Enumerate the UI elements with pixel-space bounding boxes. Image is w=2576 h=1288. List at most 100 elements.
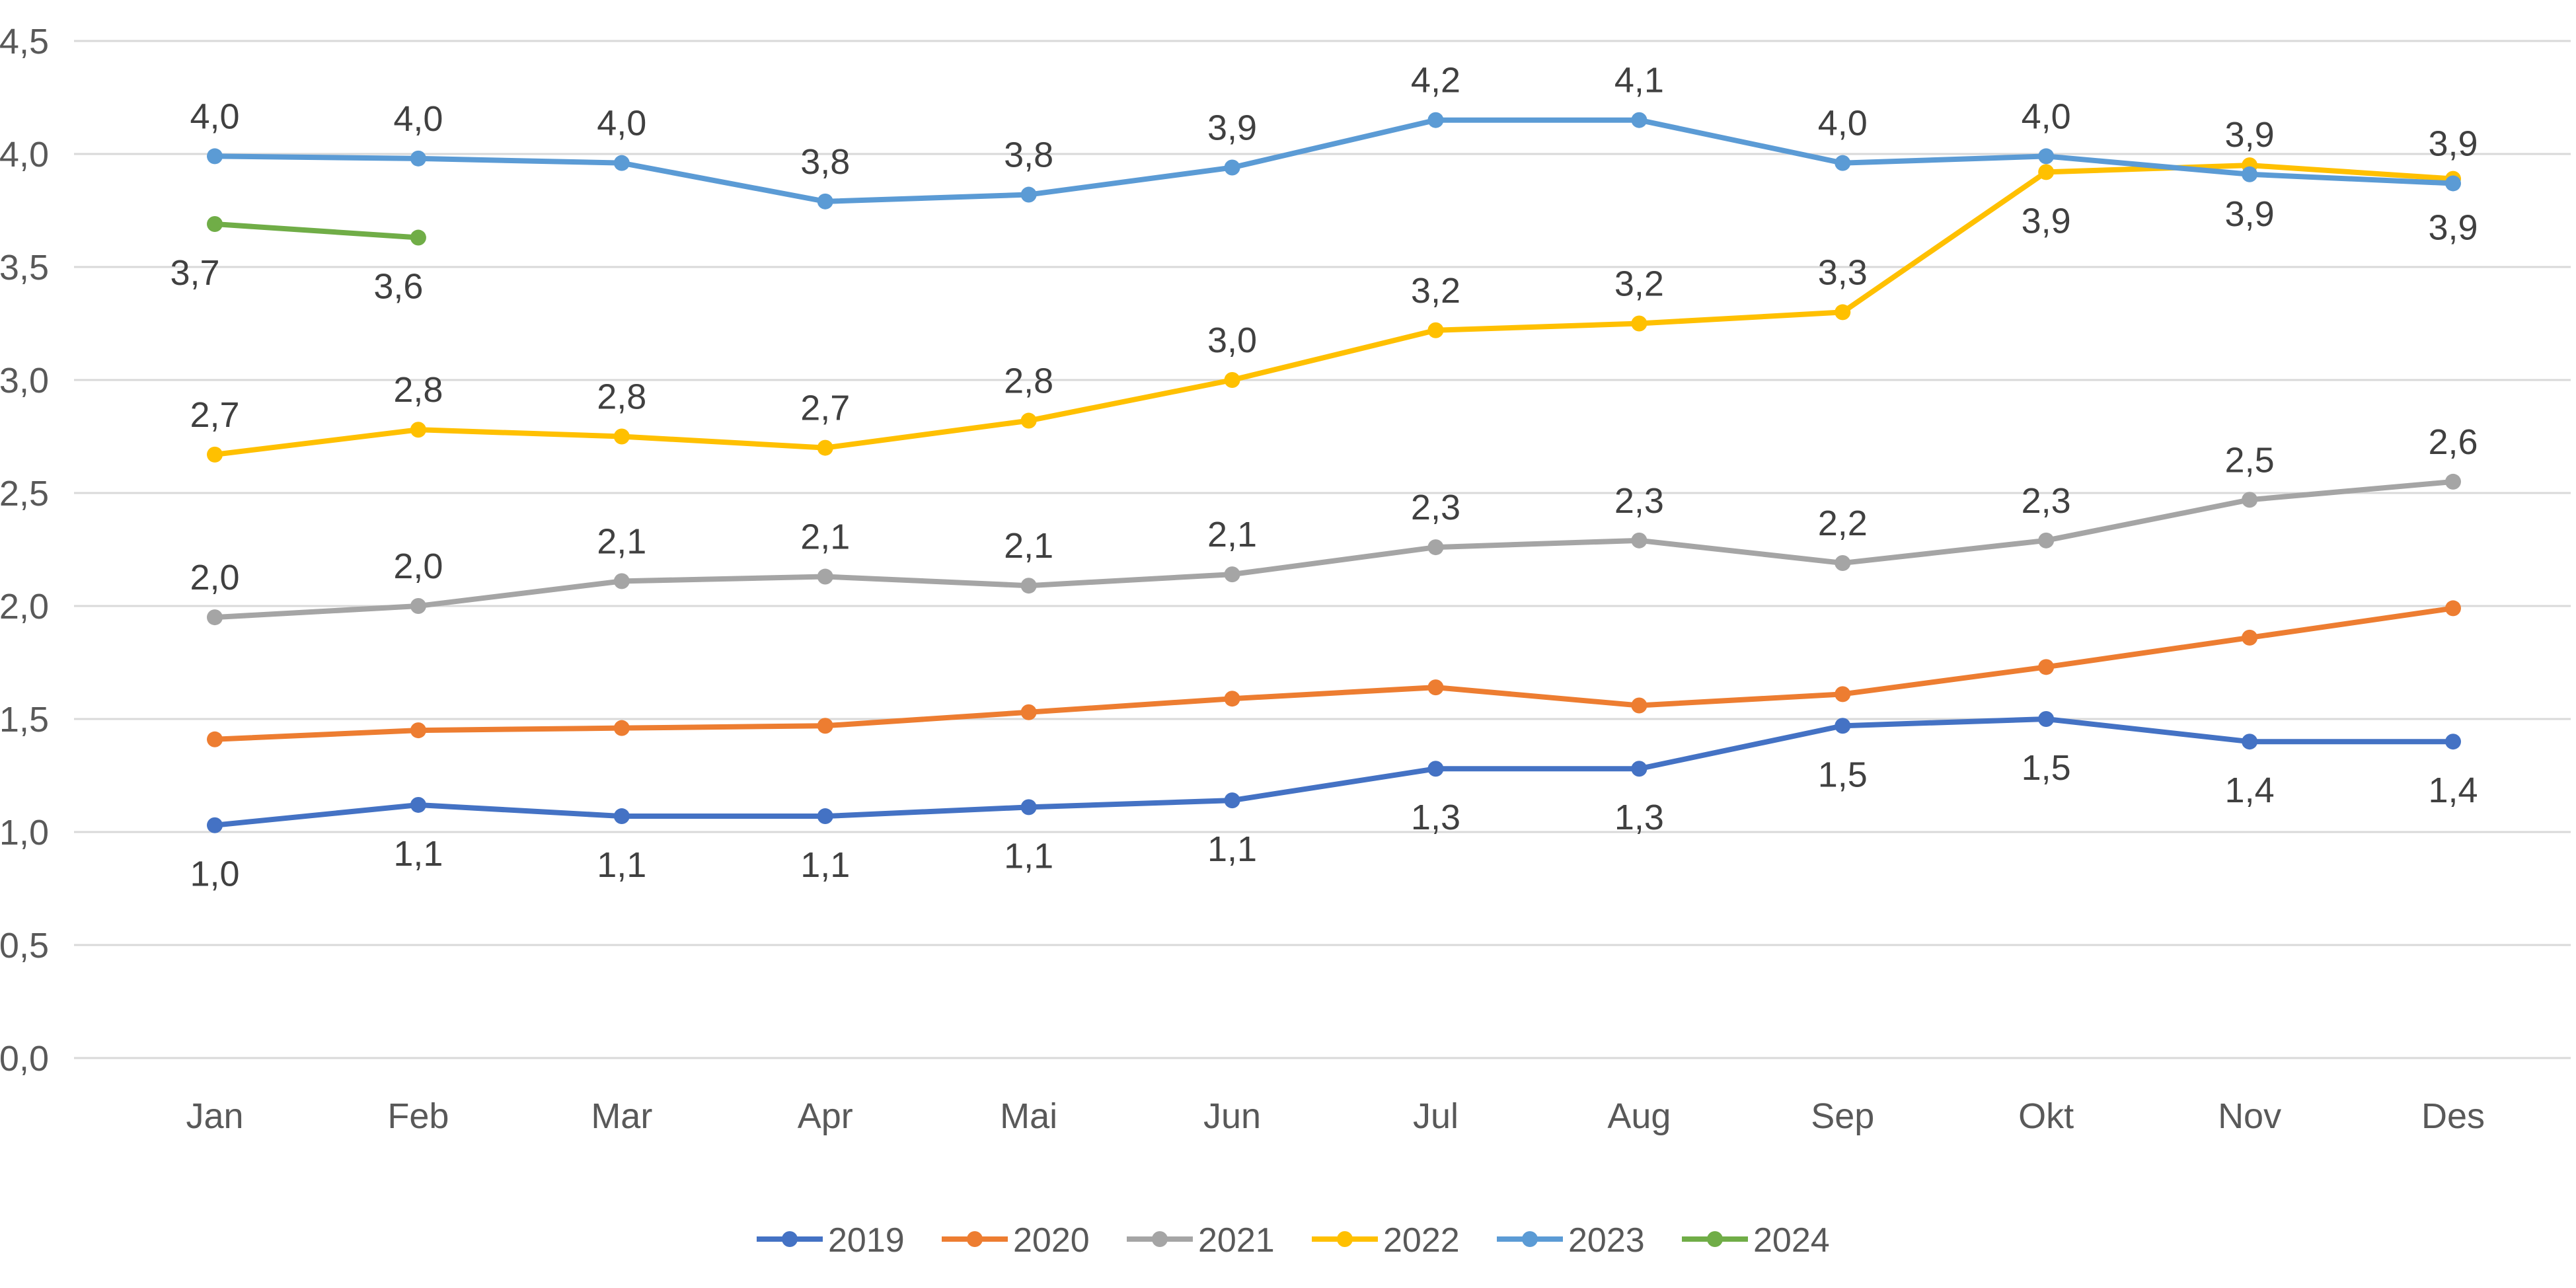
x-tick-label: Mai bbox=[1000, 1096, 1057, 1136]
data-label: 2,2 bbox=[1818, 504, 1868, 543]
y-tick-label: 2,0 bbox=[0, 587, 49, 626]
data-point bbox=[2038, 532, 2055, 549]
series-2024 bbox=[207, 216, 426, 246]
data-point bbox=[613, 428, 630, 445]
data-label: 3,2 bbox=[1411, 271, 1460, 311]
data-label: 3,3 bbox=[1818, 252, 1868, 292]
data-label: 2,0 bbox=[190, 558, 239, 597]
series-line-2021 bbox=[212, 478, 2456, 621]
data-label: 1,5 bbox=[2022, 748, 2071, 788]
data-point bbox=[207, 148, 223, 165]
data-point bbox=[2445, 175, 2461, 192]
series-line-2019 bbox=[212, 716, 2456, 828]
data-point bbox=[1835, 555, 1851, 572]
data-label: 3,7 bbox=[170, 253, 219, 293]
data-point bbox=[613, 155, 630, 171]
data-label: 2,8 bbox=[597, 377, 646, 417]
data-label: 1,1 bbox=[1207, 829, 1257, 869]
x-tick-label: Sep bbox=[1811, 1096, 1874, 1136]
legend-marker-icon bbox=[1152, 1231, 1168, 1247]
data-label: 2,1 bbox=[800, 517, 850, 557]
data-point bbox=[207, 731, 223, 747]
data-label: 2,8 bbox=[1004, 361, 1053, 401]
y-tick-label: 4,5 bbox=[0, 22, 49, 61]
legend-item-2020: 2020 bbox=[942, 1221, 1090, 1260]
data-label: 2,1 bbox=[1004, 526, 1053, 566]
data-label: 2,5 bbox=[2225, 440, 2275, 480]
y-tick-label: 3,0 bbox=[0, 361, 49, 400]
legend-label: 2023 bbox=[1568, 1221, 1645, 1260]
data-label: 1,1 bbox=[393, 834, 443, 874]
x-tick-label: Des bbox=[2421, 1096, 2485, 1136]
data-point bbox=[2038, 164, 2055, 180]
data-point bbox=[2445, 473, 2461, 490]
data-point bbox=[1224, 792, 1240, 809]
data-point bbox=[2242, 166, 2258, 182]
series-2020 bbox=[207, 600, 2461, 747]
data-label: 4,2 bbox=[1411, 61, 1460, 100]
data-point bbox=[613, 808, 630, 825]
data-label: 4,1 bbox=[1614, 61, 1664, 100]
x-tick-label: Jul bbox=[1413, 1096, 1458, 1136]
legend-marker-icon bbox=[1707, 1231, 1723, 1247]
data-point bbox=[2242, 492, 2258, 508]
y-tick-label: 0,0 bbox=[0, 1039, 49, 1079]
data-label: 2,3 bbox=[1411, 488, 1460, 527]
data-label: 4,0 bbox=[1818, 104, 1868, 143]
data-point bbox=[207, 216, 223, 233]
data-point bbox=[1224, 159, 1240, 176]
x-tick-label: Feb bbox=[387, 1096, 449, 1136]
data-point bbox=[1020, 412, 1037, 429]
data-point bbox=[817, 718, 833, 734]
data-point bbox=[1427, 112, 1444, 128]
data-point bbox=[1835, 718, 1851, 734]
data-label: 4,0 bbox=[597, 104, 646, 143]
series-line-2023 bbox=[212, 117, 2456, 204]
series-line-2020 bbox=[212, 605, 2456, 742]
data-point bbox=[2445, 734, 2461, 750]
y-axis: 0,0 0,5 1,0 1,5 2,0 2,5 3,0 3,5 4,0 4,5 bbox=[0, 22, 49, 1079]
data-label: 1,4 bbox=[2428, 771, 2478, 810]
y-tick-label: 4,0 bbox=[0, 135, 49, 174]
data-point bbox=[1427, 539, 1444, 556]
data-point bbox=[207, 446, 223, 463]
legend-item-2021: 2021 bbox=[1127, 1221, 1275, 1260]
data-point bbox=[1631, 697, 1648, 714]
x-tick-label: Nov bbox=[2218, 1096, 2281, 1136]
data-label: 2,3 bbox=[1614, 481, 1664, 521]
data-label: 1,1 bbox=[1004, 836, 1053, 876]
legend-marker-icon bbox=[1522, 1231, 1538, 1247]
legend-label: 2021 bbox=[1198, 1221, 1275, 1260]
data-label: 2,8 bbox=[393, 370, 443, 410]
x-axis: Jan Feb Mar Apr Mai Jun Jul Aug Sep Okt Nov Des bbox=[186, 1096, 2485, 1136]
series-2023 bbox=[207, 112, 2461, 209]
series-2021 bbox=[207, 473, 2461, 626]
data-point bbox=[2038, 148, 2055, 165]
x-tick-label: Mar bbox=[591, 1096, 652, 1136]
y-tick-label: 1,5 bbox=[0, 700, 49, 739]
y-tick-label: 1,0 bbox=[0, 813, 49, 852]
data-point bbox=[1224, 691, 1240, 707]
data-point bbox=[817, 808, 833, 825]
data-point bbox=[2242, 734, 2258, 750]
data-label: 3,2 bbox=[1614, 264, 1664, 304]
data-label: 3,9 bbox=[2022, 201, 2071, 241]
x-tick-label: Okt bbox=[2018, 1096, 2074, 1136]
data-point bbox=[410, 422, 426, 438]
data-label: 1,1 bbox=[800, 845, 850, 885]
legend-marker-icon bbox=[1337, 1231, 1353, 1247]
data-label: 3,9 bbox=[2428, 124, 2478, 163]
data-label: 2,0 bbox=[393, 547, 443, 586]
data-label: 3,0 bbox=[1207, 321, 1257, 360]
data-point bbox=[410, 229, 426, 246]
data-label: 2,1 bbox=[597, 521, 646, 561]
data-point bbox=[1835, 686, 1851, 702]
data-label: 2,7 bbox=[800, 389, 850, 428]
data-point bbox=[817, 439, 833, 456]
legend-item-2019: 2019 bbox=[757, 1221, 905, 1260]
data-point bbox=[817, 568, 833, 585]
data-point bbox=[1427, 761, 1444, 777]
series-line-2024 bbox=[212, 221, 421, 241]
data-point bbox=[1020, 578, 1037, 594]
